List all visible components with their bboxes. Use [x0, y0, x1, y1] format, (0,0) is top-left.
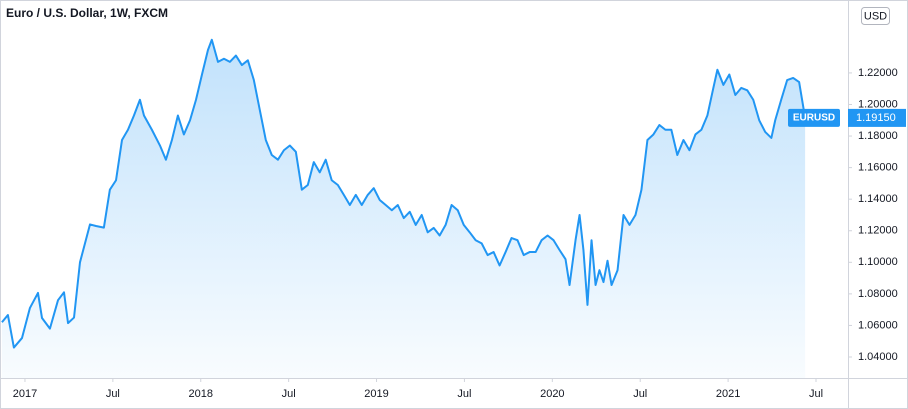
- y-tick-label: 1.14000: [858, 193, 898, 205]
- y-tick-label: 1.06000: [858, 319, 898, 331]
- currency-label[interactable]: USD: [864, 10, 887, 22]
- x-tick-label: Jul: [106, 388, 120, 400]
- y-tick-label: 1.16000: [858, 162, 898, 174]
- x-tick-label: Jul: [282, 388, 296, 400]
- y-tick-label: 1.22000: [858, 67, 898, 79]
- x-tick-label: Jul: [633, 388, 647, 400]
- price-line: [1, 38, 807, 349]
- y-tick-label: 1.20000: [858, 98, 898, 110]
- area-fill: [1, 39, 806, 379]
- x-tick-label: 2020: [540, 388, 564, 400]
- x-tick-label: Jul: [809, 388, 823, 400]
- x-tick-label: Jul: [457, 388, 471, 400]
- plot: [1, 38, 807, 379]
- series-name-label: EURUSD: [793, 113, 835, 124]
- currency-box[interactable]: [861, 7, 890, 25]
- x-tick-label: 2017: [13, 388, 37, 400]
- chart-title: Euro / U.S. Dollar, 1W, FXCM: [6, 6, 168, 20]
- y-tick-label: 1.18000: [858, 130, 898, 142]
- y-tick-label: 1.12000: [858, 225, 898, 237]
- series-name-box: [788, 108, 840, 127]
- y-tick-label: 1.10000: [858, 256, 898, 268]
- y-tick-label: 1.08000: [858, 288, 898, 300]
- y-tick-label: 1.04000: [858, 351, 898, 363]
- x-tick-label: 2021: [716, 388, 740, 400]
- last-price-label: 1.19150: [856, 112, 896, 124]
- x-tick-label: 2018: [189, 388, 213, 400]
- last-price-box: [848, 108, 906, 127]
- x-tick-label: 2019: [364, 388, 388, 400]
